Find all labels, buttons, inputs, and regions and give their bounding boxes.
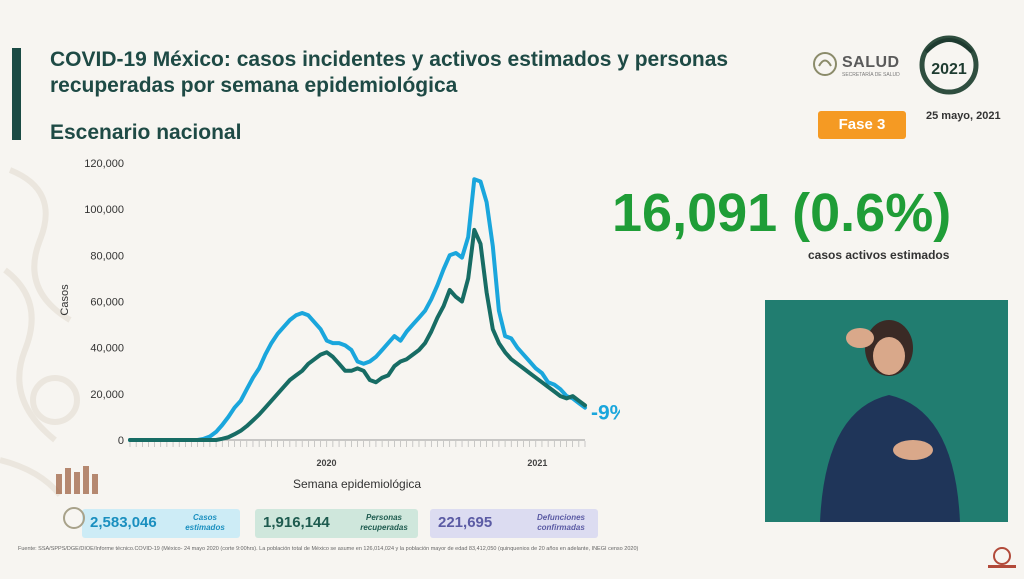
- y-tick-label: 120,000: [84, 158, 124, 170]
- sign-language-video: [765, 300, 1008, 522]
- gobierno-mexico-logo: [988, 547, 1016, 568]
- page-subtitle: Escenario nacional: [50, 121, 242, 144]
- x-axis-label: Semana epidemiológica: [293, 477, 421, 491]
- heritage-logo: [56, 466, 98, 494]
- cases-line-chart: 0 20,000 40,000 60,000 80,000 100,000 120,000 C…: [60, 158, 620, 491]
- series-line-1: [128, 177, 587, 442]
- y-tick-label: 100,000: [84, 204, 124, 216]
- stat-estimated-cases-value: 2,583,046: [90, 514, 157, 531]
- report-date: 25 mayo, 2021: [926, 110, 1001, 122]
- accent-bar: [12, 48, 21, 140]
- coat-of-arms-icon: [813, 52, 837, 76]
- stat-deaths-value: 221,695: [438, 514, 493, 531]
- phase-badge: Fase 3: [818, 111, 906, 139]
- series-line-2: [128, 227, 587, 442]
- change-label: -9%: [591, 402, 620, 425]
- y-tick-label: 80,000: [90, 250, 124, 262]
- year-label: 2020: [316, 458, 336, 468]
- logo-year-text: 2021: [931, 61, 967, 78]
- year-label: 2021: [527, 458, 547, 468]
- stat-recovered: 1,916,144 Personas recuperadas: [255, 509, 418, 538]
- stat-deaths: 221,695 Defunciones confirmadas: [430, 509, 598, 538]
- year-2021-logo: 2021: [918, 32, 980, 102]
- active-cases-caption: casos activos estimados: [808, 248, 950, 262]
- stat-recovered-label: Personas recuperadas: [360, 513, 408, 532]
- salud-logo: SALUD SECRETARÍA DE SALUD: [812, 50, 904, 82]
- page-title: COVID-19 México: casos incidentes y acti…: [50, 48, 729, 97]
- y-axis-label: Casos: [60, 284, 71, 316]
- stat-estimated-cases-label: Casos estimados: [185, 513, 225, 532]
- salud-logo-subtext: SECRETARÍA DE SALUD: [842, 72, 900, 78]
- y-tick-label: 20,000: [90, 389, 124, 401]
- government-seal-icon: [63, 507, 85, 529]
- y-tick-label: 60,000: [90, 297, 124, 309]
- active-cases-value: 16,091 (0.6%): [612, 183, 952, 243]
- stat-recovered-value: 1,916,144: [263, 514, 330, 531]
- stat-deaths-label: Defunciones confirmadas: [536, 513, 585, 532]
- y-tick-label: 40,000: [90, 343, 124, 355]
- y-tick-label: 0: [118, 435, 124, 447]
- salud-logo-text: SALUD: [842, 54, 900, 71]
- stat-estimated-cases: 2,583,046 Casos estimados: [82, 509, 240, 538]
- source-note: Fuente: SSA/SPPS/DGE/DIOE/Informe técnic…: [18, 546, 639, 552]
